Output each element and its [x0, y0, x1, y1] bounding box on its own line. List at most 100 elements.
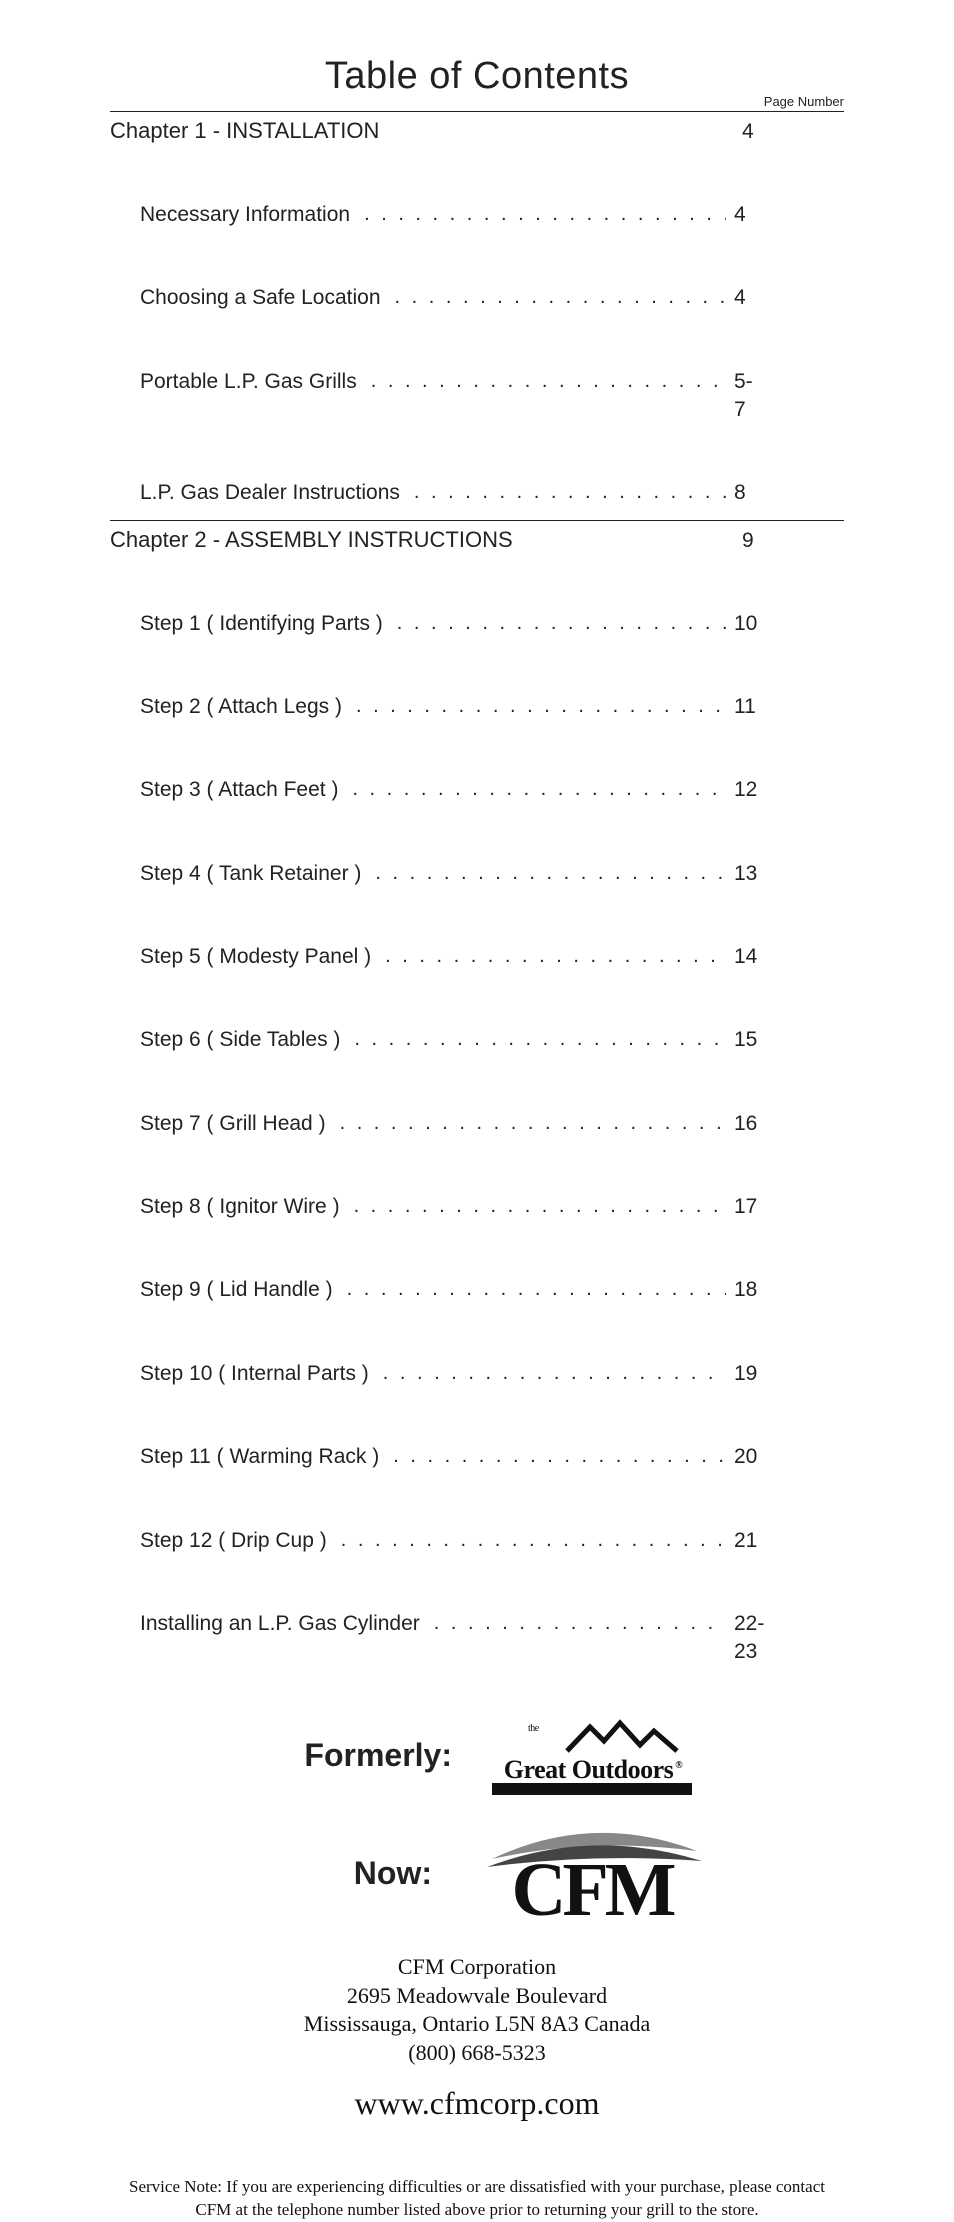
chapter-rule [110, 520, 844, 521]
toc-entry-label: Step 11 ( Warming Rack ) [140, 1443, 379, 1471]
toc-entry-label: Choosing a Safe Location [140, 284, 381, 312]
now-row: Now: CFM [110, 1819, 844, 1929]
toc-entry: Installing an L.P. Gas Cylinder . . . . … [110, 1555, 844, 1667]
leader-dots: . . . . . . . . . . . . . . . . . . . . … [327, 1527, 726, 1554]
service-note: Service Note: If you are experiencing di… [117, 2176, 837, 2222]
toc-entry-label: Necessary Information [140, 201, 350, 229]
table-of-contents: Chapter 1 - INSTALLATION4Necessary Infor… [110, 118, 844, 1667]
toc-entry-label: Step 8 ( Ignitor Wire ) [140, 1193, 340, 1221]
mountain-peaks-icon [562, 1717, 682, 1753]
leader-dots: . . . . . . . . . . . . . . . . . . . . … [379, 1443, 726, 1470]
toc-entry-page: 14 [726, 888, 844, 971]
page-title: Table of Contents [110, 55, 844, 98]
corp-address-2: Mississauga, Ontario L5N 8A3 Canada [110, 2010, 844, 2039]
chapter-title: Chapter 1 - INSTALLATION 4 [110, 118, 844, 144]
title-rule [110, 111, 844, 112]
leader-dots: . . . . . . . . . . . . . . . . . . . . … [369, 1360, 726, 1387]
toc-entry-page: 18 [726, 1221, 844, 1304]
leader-dots: . . . . . . . . . . . . . . . . . . . . … [371, 943, 726, 970]
leader-dots: . . . . . . . . . . . . . . . . . . . . … [340, 1193, 726, 1220]
leader-dots: . . . . . . . . . . . . . . . . . . . . … [340, 1026, 726, 1053]
chapter-block: Chapter 2 - ASSEMBLY INSTRUCTIONS9Step 1… [110, 527, 844, 1667]
cfm-logo: CFM [462, 1819, 722, 1929]
toc-entry: Step 8 ( Ignitor Wire ) . . . . . . . . … [110, 1138, 844, 1221]
chapter-page: 9 [734, 529, 844, 553]
chapter-title: Chapter 2 - ASSEMBLY INSTRUCTIONS 9 [110, 527, 844, 553]
now-label: Now: [232, 1855, 432, 1892]
toc-entry: L.P. Gas Dealer Instructions . . . . . .… [110, 424, 844, 507]
corp-address-1: 2695 Meadowvale Boulevard [110, 1982, 844, 2011]
toc-entry-page: 4 [726, 146, 844, 229]
leader-dots: . . . . . . . . . . . . . . . . . . . . … [357, 368, 726, 395]
toc-entry-page: 22-23 [726, 1555, 844, 1667]
leader-dots: . . . . . . . . . . . . . . . . . . . . … [361, 860, 726, 887]
toc-entry-label: Installing an L.P. Gas Cylinder [140, 1610, 420, 1638]
toc-entry-page: 15 [726, 971, 844, 1054]
toc-entry-label: Step 1 ( Identifying Parts ) [140, 610, 383, 638]
leader-dots: . . . . . . . . . . . . . . . . . . . . … [383, 610, 726, 637]
toc-entry: Step 6 ( Side Tables ) . . . . . . . . .… [110, 971, 844, 1054]
toc-entry-label: Step 2 ( Attach Legs ) [140, 693, 342, 721]
corporate-info: CFM Corporation 2695 Meadowvale Boulevar… [110, 1953, 844, 2067]
leader-dots: . . . . . . . . . . . . . . . . . . . . … [420, 1610, 726, 1637]
toc-entry-label: Step 3 ( Attach Feet ) [140, 776, 338, 804]
registered-mark: ® [675, 1760, 682, 1771]
logo-name: Great Outdoors [504, 1755, 673, 1784]
toc-entry-label: Step 6 ( Side Tables ) [140, 1026, 340, 1054]
toc-entry-page: 4 [726, 229, 844, 312]
toc-entry-page: 20 [726, 1388, 844, 1471]
toc-entry-page: 8 [726, 424, 844, 507]
leader-dots: . . . . . . . . . . . . . . . . . . . . … [381, 284, 726, 311]
toc-entry-page: 21 [726, 1472, 844, 1555]
toc-entry-page: 5-7 [726, 313, 844, 425]
toc-entry-label: Step 10 ( Internal Parts ) [140, 1360, 369, 1388]
leader-dots: . . . . . . . . . . . . . . . . . . . . … [342, 693, 726, 720]
corp-phone: (800) 668-5323 [110, 2039, 844, 2068]
toc-entry-page: 13 [726, 805, 844, 888]
toc-entry-label: L.P. Gas Dealer Instructions [140, 479, 400, 507]
page: Table of Contents Page Number Chapter 1 … [0, 0, 954, 2222]
toc-entry: Step 7 ( Grill Head ) . . . . . . . . . … [110, 1055, 844, 1138]
toc-entry: Step 2 ( Attach Legs ) . . . . . . . . .… [110, 638, 844, 721]
toc-entry-page: 12 [726, 721, 844, 804]
toc-entry-label: Portable L.P. Gas Grills [140, 368, 357, 396]
website: www.cfmcorp.com [110, 2085, 844, 2122]
toc-entry: Step 9 ( Lid Handle ) . . . . . . . . . … [110, 1221, 844, 1304]
toc-entry: Step 3 ( Attach Feet ) . . . . . . . . .… [110, 721, 844, 804]
formerly-label: Formerly: [252, 1737, 452, 1774]
toc-entry: Step 5 ( Modesty Panel ) . . . . . . . .… [110, 888, 844, 971]
chapter-label: Chapter 1 - INSTALLATION [110, 118, 379, 144]
leader-dots: . . . . . . . . . . . . . . . . . . . . … [338, 776, 726, 803]
toc-entry: Step 10 ( Internal Parts ) . . . . . . .… [110, 1305, 844, 1388]
great-outdoors-logo: the Great Outdoors® [482, 1717, 702, 1795]
chapter-block: Chapter 1 - INSTALLATION4Necessary Infor… [110, 118, 844, 508]
cfm-logo-icon: CFM [472, 1819, 712, 1929]
leader-dots: . . . . . . . . . . . . . . . . . . . . … [400, 479, 726, 506]
great-outdoors-text: the Great Outdoors® [492, 1758, 692, 1781]
chapter-label: Chapter 2 - ASSEMBLY INSTRUCTIONS [110, 527, 513, 553]
toc-entry: Portable L.P. Gas Grills . . . . . . . .… [110, 313, 844, 425]
toc-entry: Necessary Information . . . . . . . . . … [110, 146, 844, 229]
toc-entry-page: 16 [726, 1055, 844, 1138]
toc-entry-label: Step 4 ( Tank Retainer ) [140, 860, 361, 888]
corp-name: CFM Corporation [110, 1953, 844, 1982]
toc-entry-label: Step 12 ( Drip Cup ) [140, 1527, 327, 1555]
toc-entry: Step 11 ( Warming Rack ) . . . . . . . .… [110, 1388, 844, 1471]
toc-entry-label: Step 9 ( Lid Handle ) [140, 1276, 333, 1304]
logo-the: the [528, 1724, 539, 1733]
leader-dots: . . . . . . . . . . . . . . . . . . . . … [350, 201, 726, 228]
toc-entry: Step 1 ( Identifying Parts ) . . . . . .… [110, 555, 844, 638]
toc-entry-label: Step 5 ( Modesty Panel ) [140, 943, 371, 971]
toc-entry-page: 10 [726, 555, 844, 638]
formerly-row: Formerly: the Great Outdoors® [110, 1717, 844, 1795]
toc-entry-page: 11 [726, 638, 844, 721]
toc-entry-page: 17 [726, 1138, 844, 1221]
branding-section: Formerly: the Great Outdoors® Now: [110, 1717, 844, 2222]
toc-entry-page: 19 [726, 1305, 844, 1388]
toc-entry: Step 12 ( Drip Cup ) . . . . . . . . . .… [110, 1472, 844, 1555]
toc-entry: Step 4 ( Tank Retainer ) . . . . . . . .… [110, 805, 844, 888]
leader-dots: . . . . . . . . . . . . . . . . . . . . … [326, 1110, 726, 1137]
toc-entry: Choosing a Safe Location . . . . . . . .… [110, 229, 844, 312]
toc-entry-label: Step 7 ( Grill Head ) [140, 1110, 326, 1138]
chapter-page: 4 [734, 120, 844, 144]
